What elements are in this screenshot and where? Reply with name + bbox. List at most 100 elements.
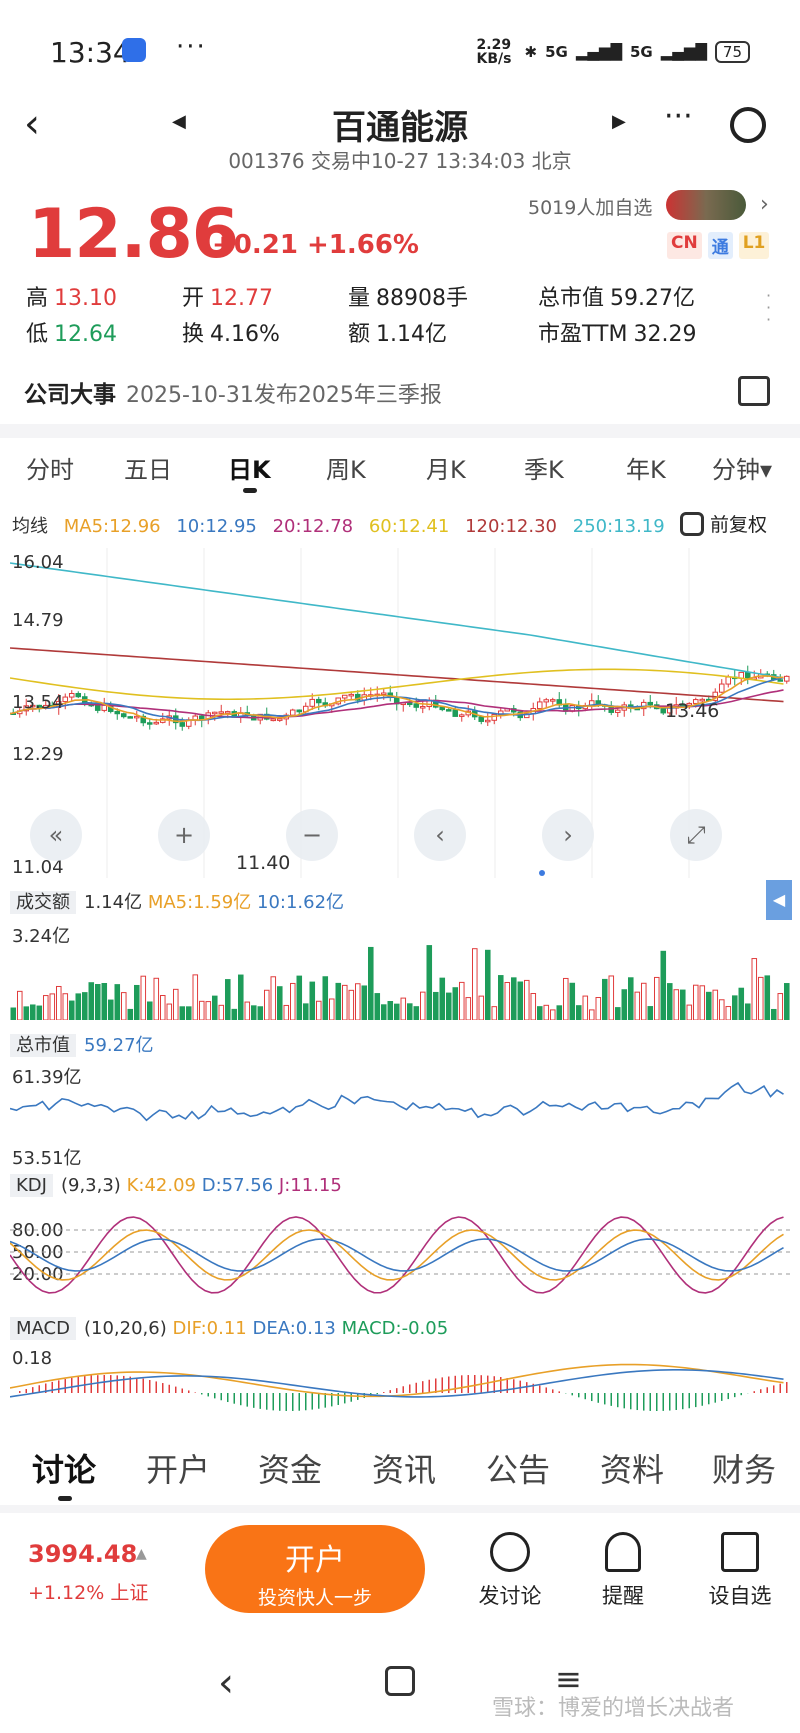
volume-bar xyxy=(43,995,49,1020)
macd-label[interactable]: MACD xyxy=(10,1317,76,1340)
tab-4[interactable]: 月K xyxy=(426,456,466,484)
volume-bar xyxy=(433,991,439,1020)
volume-bar xyxy=(550,1009,556,1020)
volume-bar xyxy=(738,987,745,1020)
chevron-right-icon[interactable]: › xyxy=(760,192,769,217)
volume-bar xyxy=(784,983,790,1020)
mcap-label[interactable]: 总市值 xyxy=(10,1034,76,1057)
tab-2[interactable]: 日K xyxy=(228,456,271,484)
bottom-tab-2[interactable]: 资金 xyxy=(258,1451,323,1489)
kdj-k: K:42.09 xyxy=(126,1175,196,1196)
volume-bar xyxy=(420,991,426,1020)
volume-bar xyxy=(23,1006,30,1020)
candle-body xyxy=(276,718,283,721)
current-price: 12.86 xyxy=(28,195,239,274)
volume-bar xyxy=(296,975,303,1020)
kline-chart[interactable] xyxy=(10,548,790,878)
tab-7[interactable]: 分钟▾ xyxy=(712,456,773,484)
tab-5[interactable]: 季K xyxy=(524,456,564,484)
volume-bar xyxy=(75,993,82,1020)
tab-1[interactable]: 五日 xyxy=(124,456,172,484)
event-text: 2025-10-31发布2025年三季报 xyxy=(126,383,442,408)
volume-bar xyxy=(322,976,329,1020)
candle-body xyxy=(218,711,225,714)
bottom-tab-5[interactable]: 资料 xyxy=(600,1451,665,1489)
kdj-j-line xyxy=(10,1216,784,1294)
search-icon[interactable] xyxy=(730,107,766,143)
tab-3[interactable]: 周K xyxy=(326,456,366,484)
volume-bar xyxy=(355,983,361,1020)
volume-bar xyxy=(316,1000,322,1020)
stat-7: 市盈TTM 32.29 xyxy=(538,316,696,348)
tab-6[interactable]: 年K xyxy=(626,456,666,484)
zoom-in-icon[interactable]: + xyxy=(158,809,210,861)
back-icon[interactable]: ‹ xyxy=(24,101,40,147)
volume-bar xyxy=(257,1006,264,1020)
candle-body xyxy=(699,698,706,702)
low-marker: 11.40 xyxy=(236,852,291,874)
stats-more-icon[interactable]: · · · xyxy=(766,286,772,329)
stat-2: 量 88908手 xyxy=(348,280,468,312)
candle-body xyxy=(458,714,465,717)
volume-bar xyxy=(498,975,504,1020)
next-stock-icon[interactable]: ▶ xyxy=(612,111,626,132)
adjust-toggle[interactable]: 前复权 xyxy=(680,510,767,537)
calendar-icon[interactable] xyxy=(738,376,770,406)
nav-menu-icon[interactable]: ≡ xyxy=(555,1660,582,1698)
volume-label[interactable]: 成交额 xyxy=(10,891,76,914)
volume-bar xyxy=(706,991,712,1020)
open-account-button[interactable]: 开户 投资快人一步 xyxy=(205,1525,425,1613)
next-icon[interactable]: › xyxy=(542,809,594,861)
volume-bar xyxy=(452,987,459,1020)
stat-value: 4.16% xyxy=(210,322,280,347)
favorite-count[interactable]: 5019人加自选 xyxy=(528,197,653,219)
follower-avatars[interactable] xyxy=(666,190,746,220)
macd-chart xyxy=(10,1363,788,1411)
volume-bar xyxy=(511,977,517,1020)
stat-1: 开 12.77 xyxy=(182,280,273,312)
collapse-panel-icon[interactable]: ◀ xyxy=(766,880,792,920)
bottom-tab-1[interactable]: 开户 xyxy=(146,1451,211,1489)
company-event[interactable]: 公司大事 2025-10-31发布2025年三季报 xyxy=(24,375,442,409)
bottom-tab-4[interactable]: 公告 xyxy=(486,1451,551,1489)
bottom-tab-6[interactable]: 财务 xyxy=(712,1451,777,1489)
volume-bar xyxy=(543,1004,550,1020)
tag-tong: 通 xyxy=(707,232,733,259)
tab-0[interactable]: 分时 xyxy=(26,456,74,484)
volume-bar xyxy=(205,1001,212,1020)
add-watchlist-button[interactable]: 设自选 xyxy=(700,1532,780,1610)
candle-body xyxy=(380,692,387,695)
post-discussion-button[interactable]: 发讨论 xyxy=(470,1532,550,1610)
volume-bar xyxy=(277,986,283,1020)
volume-bar xyxy=(686,1004,693,1020)
nav-back-icon[interactable]: ‹ xyxy=(218,1660,234,1706)
index-up-icon: ▲ xyxy=(136,1546,147,1562)
nav-home-icon[interactable] xyxy=(385,1666,415,1696)
more-icon[interactable]: ··· xyxy=(664,99,693,134)
candle-body xyxy=(478,716,485,722)
ma60: 60:12.41 xyxy=(368,516,450,537)
remind-button[interactable]: 提醒 xyxy=(583,1532,663,1610)
rewind-icon[interactable]: « xyxy=(30,809,82,861)
zoom-out-icon[interactable]: − xyxy=(286,809,338,861)
prev-icon[interactable]: ‹ xyxy=(414,809,466,861)
ma5-line xyxy=(10,675,784,723)
fullscreen-icon[interactable]: ⤢ xyxy=(670,809,722,861)
volume-bar xyxy=(186,1006,192,1020)
kdj-label[interactable]: KDJ xyxy=(10,1174,53,1197)
price-change: +0.21 +1.66% xyxy=(212,230,419,260)
open-account-sub: 投资快人一步 xyxy=(257,1587,372,1609)
volume-bar xyxy=(153,977,160,1020)
volume-bar xyxy=(381,1004,387,1020)
candle-body xyxy=(120,713,127,718)
bottom-tab-3[interactable]: 资讯 xyxy=(372,1451,437,1489)
volume-bar xyxy=(667,983,673,1020)
candle-body xyxy=(543,699,550,703)
volume-bar xyxy=(660,950,667,1020)
index-value[interactable]: 3994.48 xyxy=(28,1540,138,1568)
candle-body xyxy=(348,693,355,697)
candle-body xyxy=(140,715,147,724)
volume-bar xyxy=(36,1005,43,1020)
bottom-tab-0[interactable]: 讨论 xyxy=(32,1451,97,1489)
prev-stock-icon[interactable]: ◀ xyxy=(172,111,186,132)
